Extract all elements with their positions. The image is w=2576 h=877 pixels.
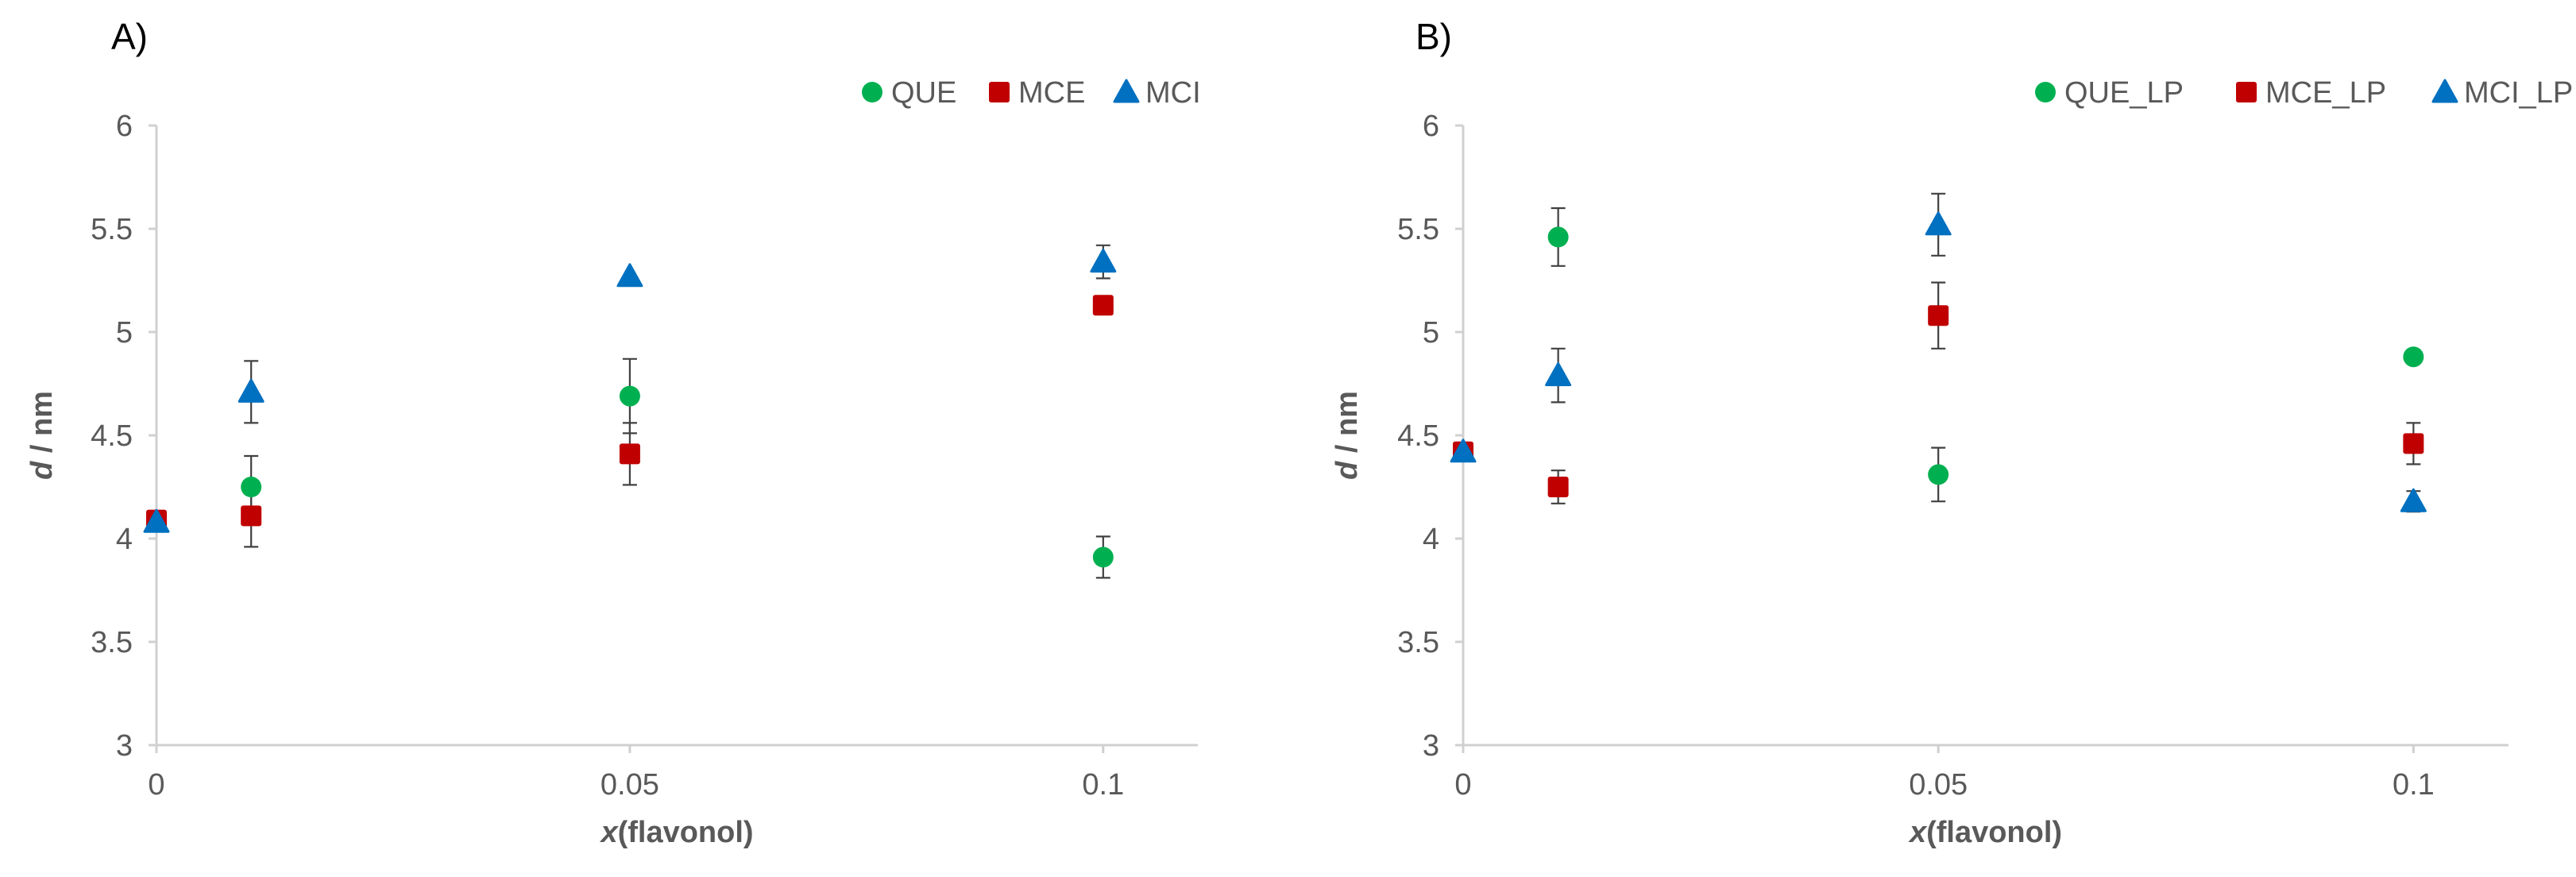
panel-a-point-mce [1092, 295, 1114, 316]
panel-b-y-tick-label: 5.5 [1397, 213, 1439, 246]
panel-b-y-tick-label: 4.5 [1397, 419, 1439, 453]
panel-a-y-axis-title: d / nm [25, 391, 59, 480]
panel-a-legend-label: QUE [891, 76, 956, 110]
panel-b-legend-label: MCE_LP [2265, 76, 2386, 110]
panel-b-point-mci-lp [1545, 362, 1572, 387]
panel-a-legend-item-mce: MCE [989, 76, 1085, 110]
panel-b-legend-marker [2236, 82, 2257, 102]
panel-a-legend-marker [862, 82, 882, 102]
panel-a-y-tick-label: 6 [116, 110, 133, 143]
panel-b-y-tick-label: 4 [1423, 523, 1439, 556]
panel-b-y-tick-label: 3.5 [1397, 626, 1439, 659]
panel-b-y-tick-label: 5 [1423, 316, 1439, 350]
panel-a-x-tick-label: 0.05 [601, 768, 659, 802]
panel-b-x-tick-label: 0.1 [2393, 768, 2435, 802]
panel-b-point-mci-lp [1925, 211, 1952, 236]
panel-b-legend-item-mci-lp: MCI_LP [2431, 76, 2573, 110]
panel-a-point-mci [238, 378, 265, 403]
panel-b-legend-marker [2035, 82, 2056, 102]
panel-b-point-que-lp [1928, 464, 1949, 485]
panel-a: A) 3 3.5 4 4.5 5 5.5 6 0 0.05 0.1 x(flavonol) d / n… [25, 16, 1201, 849]
panel-a-legend-label: MCI [1145, 76, 1201, 110]
panel-a-x-axis-title: x(flavonol) [599, 816, 753, 849]
panel-b-point-que-lp [1547, 226, 1569, 248]
panel-b-x-axis-title: x(flavonol) [1908, 816, 2062, 849]
panel-a-axes: 3 3.5 4 4.5 5 5.5 6 0 0.05 0.1 x(flavonol) d / nm [25, 110, 1198, 849]
panel-b-legend-label: MCI_LP [2464, 76, 2573, 110]
panel-b-legend-item-mce-lp: MCE_LP [2236, 76, 2386, 110]
panel-b-point-mci-lp [1450, 438, 1477, 463]
panel-a-y-tick-label: 3.5 [91, 626, 133, 659]
panel-b-marks [1450, 192, 2427, 513]
panel-b: B) 3 3.5 4 4.5 5 5.5 6 0 0.05 0.1 x(flavonol) d / n… [1330, 16, 2573, 849]
panel-b-axes: 3 3.5 4 4.5 5 5.5 6 0 0.05 0.1 x(flavonol) d / nm [1330, 110, 2508, 849]
panel-a-legend-marker [1113, 79, 1140, 103]
panel-b-x-tick-label: 0 [1454, 768, 1471, 802]
panel-a-legend-item-mci: MCI [1113, 76, 1201, 110]
panel-a-legend: QUE MCE MCI [862, 76, 1201, 110]
panel-b-y-axis-title: d / nm [1330, 391, 1364, 480]
panel-a-x-tick-label: 0 [148, 768, 164, 802]
panel-a-label: A) [111, 16, 148, 57]
panel-a-y-tick-label: 4 [116, 523, 133, 556]
panel-a-point-mce [619, 443, 640, 465]
panel-a-y-tick-label: 3 [116, 729, 133, 763]
panel-a-x-tick-label: 0.1 [1082, 768, 1124, 802]
panel-a-point-mci [1090, 249, 1117, 273]
panel-a-point-que [619, 385, 640, 407]
panel-b-label: B) [1415, 16, 1452, 57]
panel-b-point-mci-lp [2400, 488, 2427, 512]
panel-a-legend-marker [989, 82, 1010, 102]
panel-b-legend: QUE_LP MCE_LP MCI_LP [2035, 76, 2573, 110]
panel-b-legend-item-que-lp: QUE_LP [2035, 76, 2184, 110]
panel-a-y-tick-label: 4.5 [91, 419, 133, 453]
panel-a-marks [143, 244, 1117, 579]
panel-a-point-que [1092, 547, 1114, 568]
panel-a-point-mce [241, 505, 262, 527]
panel-a-y-tick-label: 5 [116, 316, 133, 350]
panel-b-point-que-lp [2403, 346, 2424, 368]
panel-b-legend-label: QUE_LP [2064, 76, 2184, 110]
panel-b-point-mce-lp [1547, 477, 1569, 497]
panel-a-point-que [241, 477, 262, 497]
panel-a-point-mci [143, 508, 170, 533]
panel-b-point-mce-lp [2403, 433, 2424, 454]
panel-b-legend-marker [2431, 79, 2458, 103]
panel-b-point-mce-lp [1928, 305, 1949, 326]
panel-a-point-mci [616, 263, 643, 288]
panel-a-legend-label: MCE [1018, 76, 1085, 110]
panel-b-x-tick-label: 0.05 [1909, 768, 1968, 802]
panel-b-y-tick-label: 3 [1423, 729, 1439, 763]
panel-a-legend-item-que: QUE [862, 76, 956, 110]
panel-a-y-tick-label: 5.5 [91, 213, 133, 246]
panel-b-y-tick-label: 6 [1423, 110, 1439, 143]
